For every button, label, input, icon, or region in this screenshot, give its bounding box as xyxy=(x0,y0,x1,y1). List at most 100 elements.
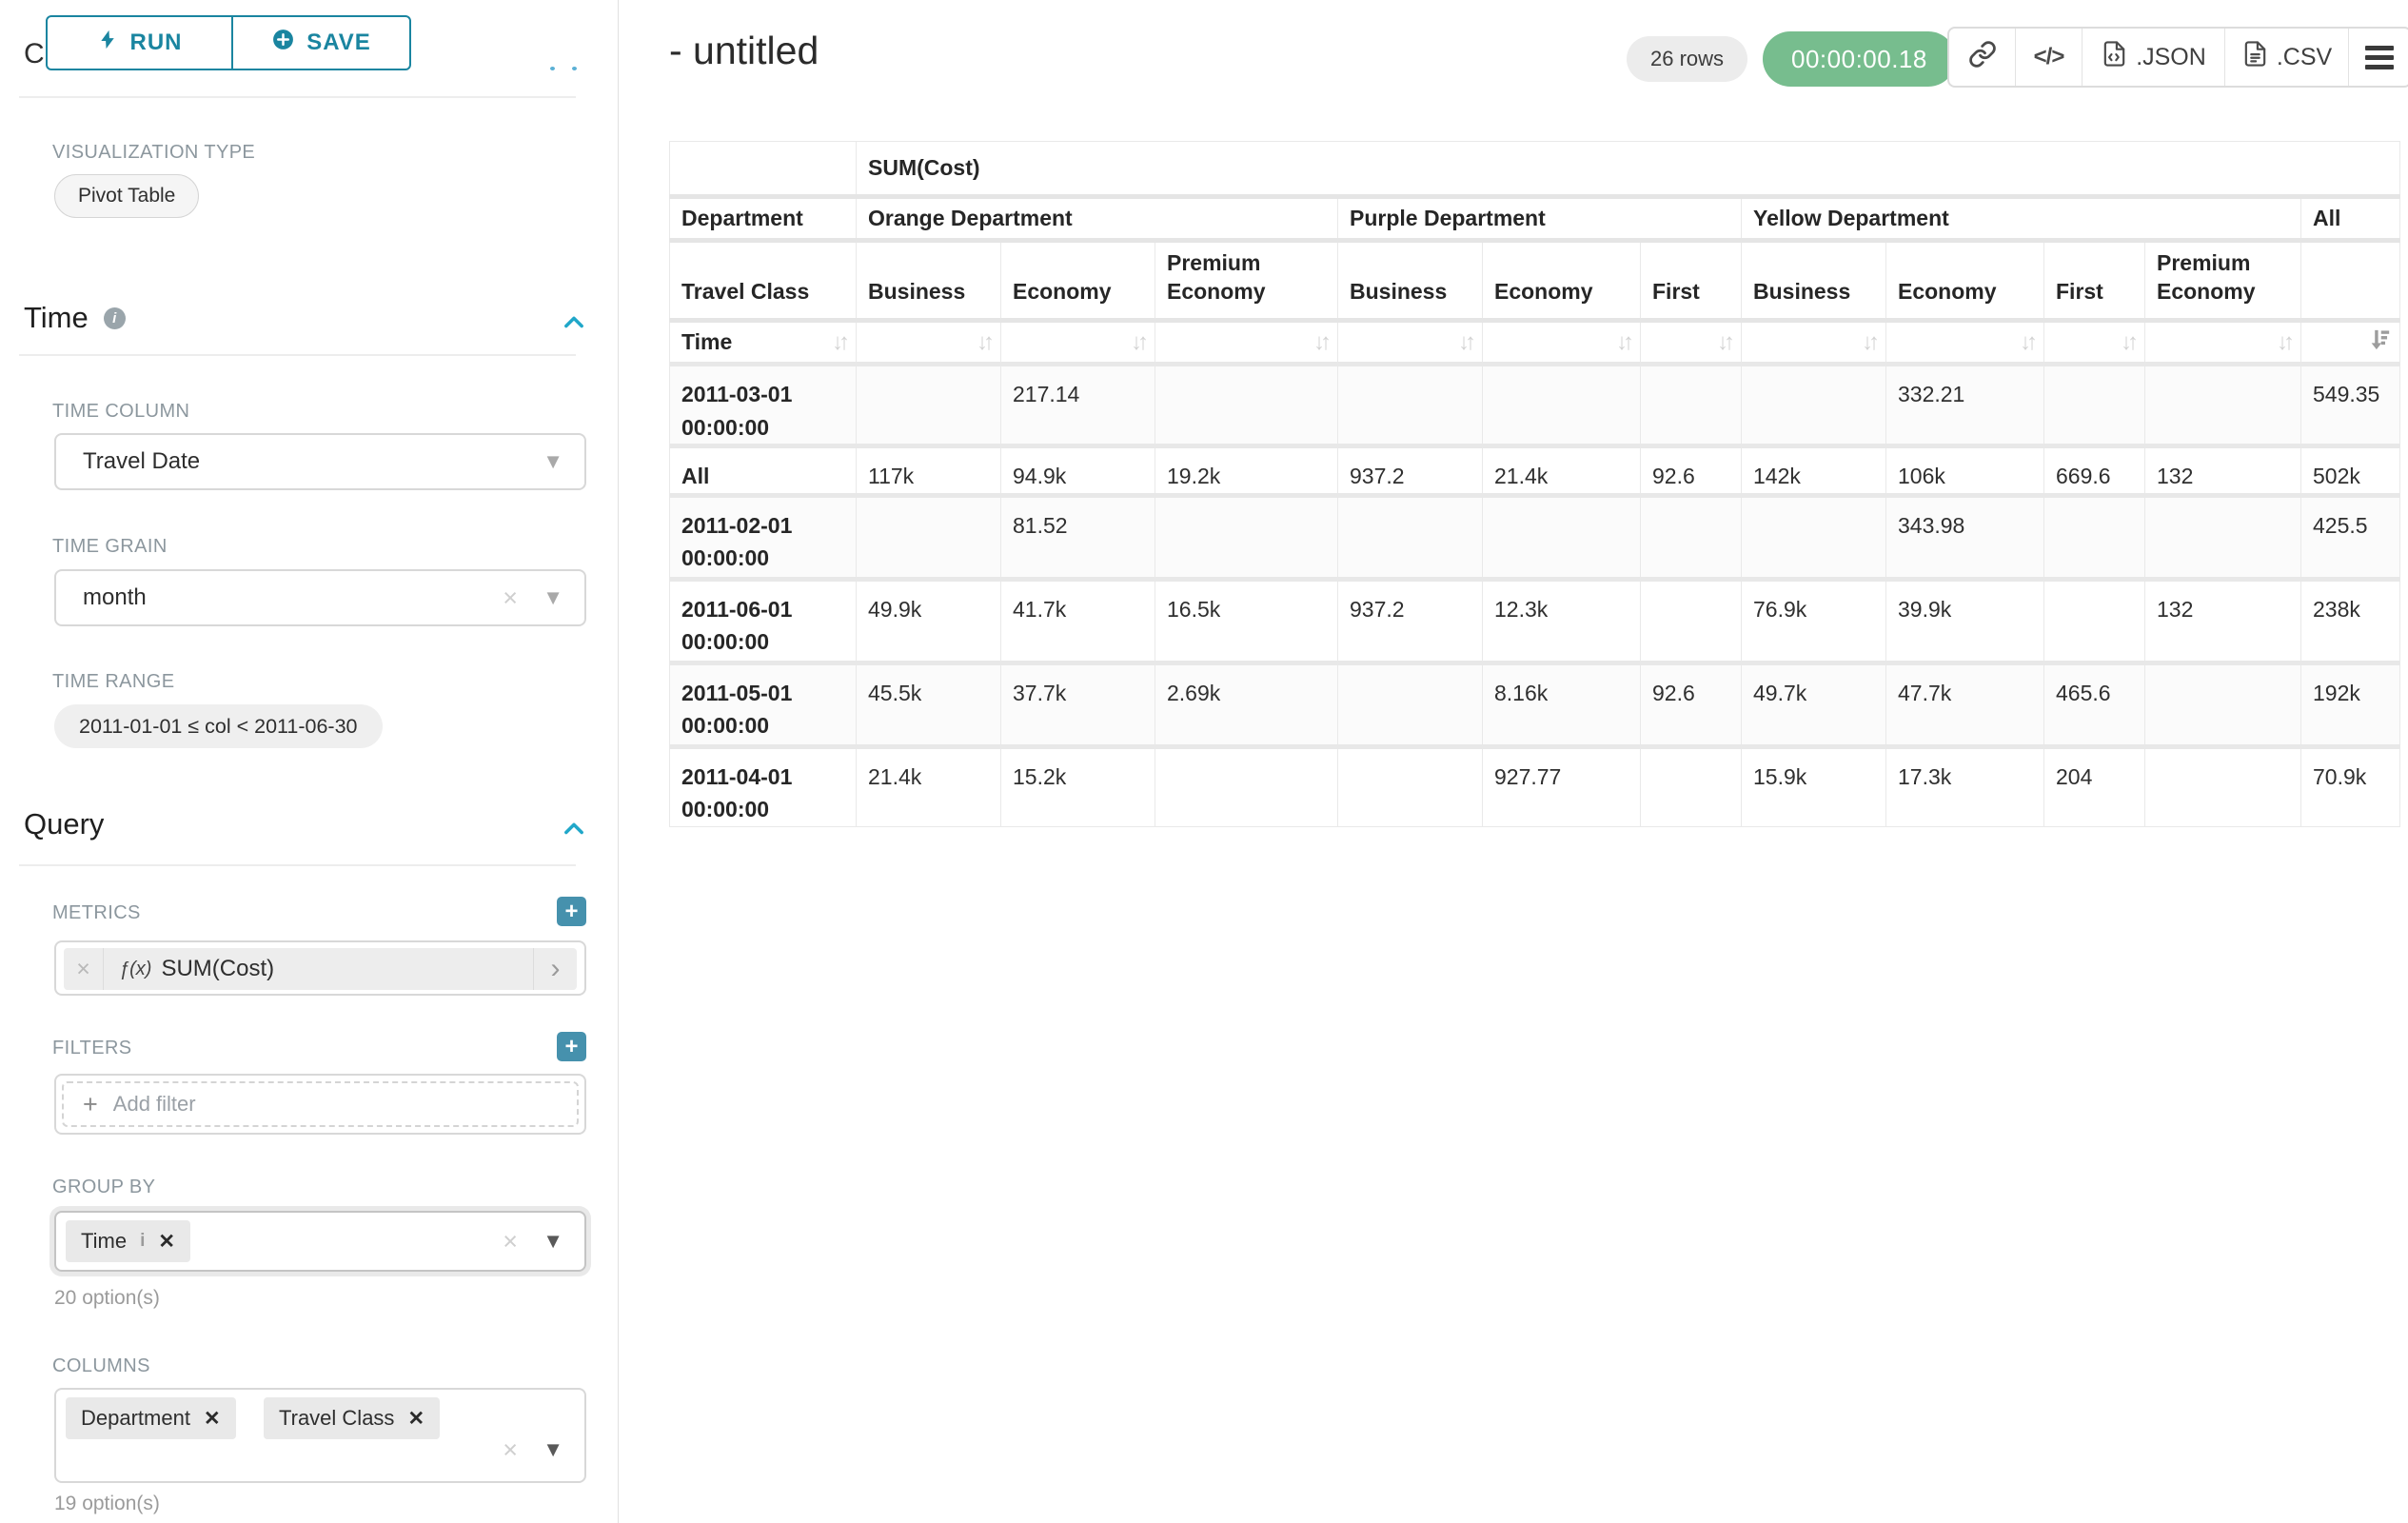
sort-icon[interactable]: ↓↑ xyxy=(1313,328,1332,355)
pivot-value-cell: 49.9k xyxy=(856,576,1001,663)
pivot-value-cell xyxy=(1640,362,1742,446)
pivot-sort-cell[interactable]: ↓↑ xyxy=(1482,318,1641,365)
pivot-value-cell: 47.7k xyxy=(1885,660,2044,747)
sort-icon[interactable]: ↓↑ xyxy=(2277,328,2295,355)
pivot-table-container: SUM(Cost) Department Orange Department Purp… xyxy=(669,141,2400,827)
pivot-sort-cell[interactable]: ↓↑ xyxy=(2144,318,2301,365)
pivot-sort-cell[interactable]: ↓↑ xyxy=(2043,318,2145,365)
export-json-button[interactable]: .JSON xyxy=(2082,29,2225,86)
group-by-label: GROUP BY xyxy=(52,1177,156,1197)
caret-down-icon: ▼ xyxy=(543,449,563,473)
pivot-sort-cell[interactable]: ↓↑ xyxy=(1000,318,1155,365)
pivot-value-cell: 132 xyxy=(2144,576,2301,663)
time-column-select[interactable]: Travel Date ▼ xyxy=(54,433,586,490)
remove-tag-icon[interactable]: ✕ xyxy=(203,1407,221,1430)
save-button[interactable]: SAVE xyxy=(232,15,411,70)
pivot-value-cell xyxy=(1337,362,1483,446)
tag-info-icon: i xyxy=(140,1231,146,1251)
pivot-sort-row-label-cell[interactable]: Time ↓↑ xyxy=(669,318,857,365)
collapse-query-chevron-up-icon[interactable] xyxy=(561,816,587,847)
columns-select[interactable]: Department ✕ Travel Class ✕ × ▼ xyxy=(54,1388,586,1483)
pivot-sort-cell[interactable]: ↓↑ xyxy=(1640,318,1742,365)
fx-icon: ƒ(x) xyxy=(119,958,152,979)
columns-tag-department[interactable]: Department ✕ xyxy=(66,1397,236,1439)
remove-tag-icon[interactable]: ✕ xyxy=(407,1407,425,1430)
pivot-value-cell xyxy=(2144,492,2301,580)
add-filter-dropzone[interactable]: + Add filter xyxy=(62,1081,579,1127)
pivot-value-cell xyxy=(1482,362,1641,446)
viz-type-pill[interactable]: Pivot Table xyxy=(54,174,200,218)
time-range-label: TIME RANGE xyxy=(52,671,175,692)
control-panel: Chart Type RUN SAVE VISUALIZATION TYPE P… xyxy=(0,0,619,1523)
clear-icon[interactable]: × xyxy=(503,1227,518,1256)
remove-metric-icon[interactable]: × xyxy=(64,948,104,990)
pivot-sort-cell[interactable]: ↓↑ xyxy=(856,318,1001,365)
pivot-value-cell xyxy=(1640,576,1742,663)
pivot-row-label: 2011-02-01 00:00:00 xyxy=(669,492,857,580)
pivot-value-cell: 465.6 xyxy=(2043,660,2145,747)
sort-icon[interactable]: ↓↑ xyxy=(1717,328,1735,355)
sort-icon[interactable]: ↓↑ xyxy=(1616,328,1634,355)
caret-down-icon[interactable]: ▼ xyxy=(543,1437,563,1461)
sort-icon[interactable]: ↓↑ xyxy=(2121,328,2139,355)
run-button[interactable]: RUN xyxy=(46,15,232,70)
time-range-pill[interactable]: 2011-01-01 ≤ col < 2011-06-30 xyxy=(54,704,383,748)
chart-title[interactable]: - untitled xyxy=(669,29,819,72)
sort-icon[interactable]: ↓↑ xyxy=(832,328,850,355)
clear-icon[interactable]: × xyxy=(503,583,518,612)
sort-icon[interactable]: ↓↑ xyxy=(2020,328,2038,355)
pivot-value-cell xyxy=(1640,492,1742,580)
pivot-value-cell xyxy=(1741,362,1886,446)
sort-icon[interactable]: ↓↑ xyxy=(1131,328,1149,355)
caret-down-icon[interactable]: ▼ xyxy=(543,1229,563,1253)
time-section-header: Time i xyxy=(24,301,126,335)
clear-icon[interactable]: × xyxy=(503,1435,518,1464)
sort-icon[interactable]: ↓↑ xyxy=(1458,328,1476,355)
sort-icon[interactable]: ↓↑ xyxy=(1862,328,1880,355)
pivot-group-header: Yellow Department xyxy=(1741,194,2301,241)
pivot-value-cell xyxy=(1741,492,1886,580)
pivot-value-cell xyxy=(2144,660,2301,747)
bolt-icon xyxy=(97,29,119,57)
metrics-label: METRICS xyxy=(52,902,141,923)
add-filter-button[interactable]: + xyxy=(557,1032,586,1061)
pivot-value-cell: 192k xyxy=(2300,660,2400,747)
pivot-value-cell: 16.5k xyxy=(1155,576,1338,663)
pivot-value-cell: 39.9k xyxy=(1885,576,2044,663)
pivot-class-header: Business xyxy=(856,238,1001,321)
columns-tag-travel-class[interactable]: Travel Class ✕ xyxy=(264,1397,441,1439)
pivot-value-cell: 106k xyxy=(1885,444,2044,496)
pivot-sort-cell[interactable]: ↓↑ xyxy=(1155,318,1338,365)
more-options-button[interactable] xyxy=(2349,29,2408,86)
pivot-value-cell: 937.2 xyxy=(1337,444,1483,496)
group-by-tag-time[interactable]: Time i ✕ xyxy=(66,1220,190,1262)
pivot-sort-cell[interactable]: ↓↑ xyxy=(1885,318,2044,365)
pivot-value-cell xyxy=(1155,743,1338,827)
pivot-sort-cell[interactable] xyxy=(2300,318,2400,365)
group-by-select[interactable]: Time i ✕ × ▼ xyxy=(54,1211,586,1272)
chevron-right-icon[interactable]: › xyxy=(533,948,577,990)
time-grain-select[interactable]: month × ▼ xyxy=(54,569,586,626)
divider xyxy=(19,864,576,866)
remove-tag-icon[interactable]: ✕ xyxy=(158,1230,175,1253)
pivot-value-cell: 12.3k xyxy=(1482,576,1641,663)
sort-icon[interactable]: ↓↑ xyxy=(977,328,995,355)
export-csv-button[interactable]: .CSV xyxy=(2225,29,2349,86)
pivot-value-cell xyxy=(1337,492,1483,580)
pivot-sort-cell[interactable]: ↓↑ xyxy=(1337,318,1483,365)
query-section-header: Query xyxy=(24,807,104,841)
pivot-class-header xyxy=(2300,238,2400,321)
divider xyxy=(19,96,576,98)
metric-pill[interactable]: × ƒ(x) SUM(Cost) › xyxy=(64,948,577,990)
add-metric-button[interactable]: + xyxy=(557,897,586,926)
pivot-value-cell: 17.3k xyxy=(1885,743,2044,827)
table-row: 2011-03-01 00:00:00 217.14 332.21 549.35 xyxy=(669,362,2400,446)
pivot-sort-cell[interactable]: ↓↑ xyxy=(1741,318,1886,365)
pivot-value-cell: 117k xyxy=(856,444,1001,496)
collapse-time-chevron-up-icon[interactable] xyxy=(561,309,587,341)
view-query-button[interactable]: </> xyxy=(2016,29,2082,86)
sort-descending-icon[interactable] xyxy=(2366,326,2392,358)
pivot-value-cell: 15.9k xyxy=(1741,743,1886,827)
pivot-value-cell: 21.4k xyxy=(856,743,1001,827)
copy-link-button[interactable] xyxy=(1949,29,2016,86)
